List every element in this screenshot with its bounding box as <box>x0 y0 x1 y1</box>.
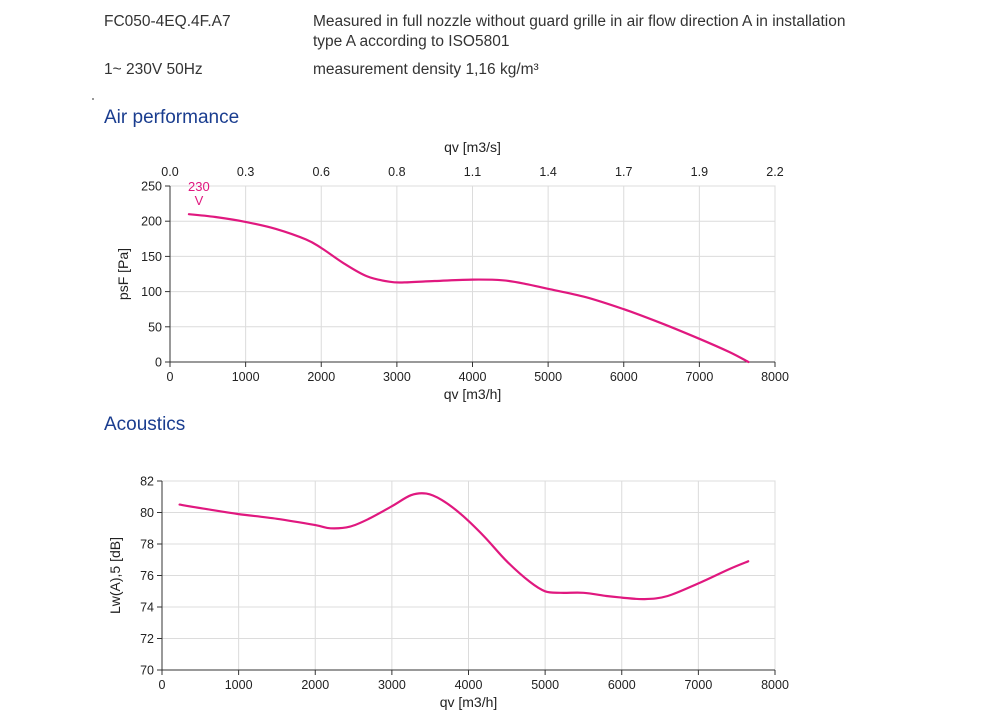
air-chart-x-axis-label: qv [m3/h] <box>444 386 502 402</box>
air-chart-x-tick-label: 1000 <box>232 370 260 384</box>
air-chart-series-label: 230 <box>188 179 210 194</box>
air-chart-x-tick-label: 0 <box>167 370 174 384</box>
air-performance-title: Air performance <box>104 107 240 128</box>
acoustics-chart-x-tick-label: 6000 <box>608 678 636 692</box>
air-chart-x2-tick-label: 2.2 <box>766 165 783 179</box>
air-chart-x2-tick-label: 1.9 <box>691 165 708 179</box>
air-chart-x-tick-label: 3000 <box>383 370 411 384</box>
acoustics-chart-y-tick-label: 76 <box>140 569 154 583</box>
acoustics-chart-x-tick-label: 4000 <box>455 678 483 692</box>
acoustics-chart-x-tick-label: 0 <box>159 678 166 692</box>
air-chart-x-tick-label: 4000 <box>459 370 487 384</box>
acoustics-chart-x-tick-label: 2000 <box>301 678 329 692</box>
air-chart-x2-tick-label: 0.8 <box>388 165 405 179</box>
acoustics-chart-y-tick-label: 72 <box>140 632 154 646</box>
measurement-note-line1: Measured in full nozzle without guard gr… <box>313 13 846 30</box>
air-chart-x2-tick-label: 1.1 <box>464 165 481 179</box>
acoustics-chart-y-axis-label: Lw(A),5 [dB] <box>107 537 123 614</box>
acoustics-chart-x-axis-label: qv [m3/h] <box>440 694 498 710</box>
air-chart-x2-axis-label: qv [m3/s] <box>444 139 501 155</box>
air-chart-x-tick-label: 7000 <box>685 370 713 384</box>
air-chart-x-tick-label: 5000 <box>534 370 562 384</box>
air-chart-x2-tick-label: 1.4 <box>539 165 556 179</box>
model-number: FC050-4EQ.4F.A7 <box>104 13 231 30</box>
air-chart-y-tick-label: 200 <box>141 215 162 229</box>
air-chart-y-tick-label: 150 <box>141 250 162 264</box>
air-chart-y-tick-label: 50 <box>148 320 162 334</box>
acoustics-chart-y-tick-label: 74 <box>140 601 154 615</box>
divider-dot <box>92 98 94 100</box>
acoustics-chart-x-tick-label: 8000 <box>761 678 789 692</box>
acoustics-chart-y-tick-label: 70 <box>140 664 154 678</box>
acoustics-chart-y-tick-label: 82 <box>140 475 154 489</box>
air-chart-x2-tick-label: 0.0 <box>161 165 178 179</box>
air-chart-y-axis-label: psF [Pa] <box>115 248 131 300</box>
air-chart-x2-tick-label: 0.6 <box>313 165 330 179</box>
acoustics-title: Acoustics <box>104 414 186 435</box>
air-chart-x-tick-label: 8000 <box>761 370 789 384</box>
supply-spec: 1~ 230V 50Hz <box>104 61 203 78</box>
air-chart-x-tick-label: 6000 <box>610 370 638 384</box>
acoustics-chart-x-tick-label: 5000 <box>531 678 559 692</box>
acoustics-chart-y-tick-label: 80 <box>140 506 154 520</box>
air-chart-series-label-unit: V <box>195 193 204 208</box>
acoustics-chart-x-tick-label: 7000 <box>684 678 712 692</box>
acoustics-chart-x-tick-label: 3000 <box>378 678 406 692</box>
measurement-note-line2: type A according to ISO5801 <box>313 33 510 50</box>
measurement-density: measurement density 1,16 kg/m³ <box>313 61 539 78</box>
air-chart-x-tick-label: 2000 <box>307 370 335 384</box>
air-chart-y-tick-label: 100 <box>141 285 162 299</box>
air-chart-x2-tick-label: 1.7 <box>615 165 632 179</box>
air-chart-series-line <box>187 213 750 364</box>
air-chart-y-tick-label: 0 <box>155 356 162 370</box>
acoustics-chart-series-line <box>178 492 750 601</box>
acoustics-chart-y-tick-label: 78 <box>140 538 154 552</box>
air-chart-y-tick-label: 250 <box>141 180 162 194</box>
air-chart-x2-tick-label: 0.3 <box>237 165 254 179</box>
acoustics-chart-x-tick-label: 1000 <box>225 678 253 692</box>
